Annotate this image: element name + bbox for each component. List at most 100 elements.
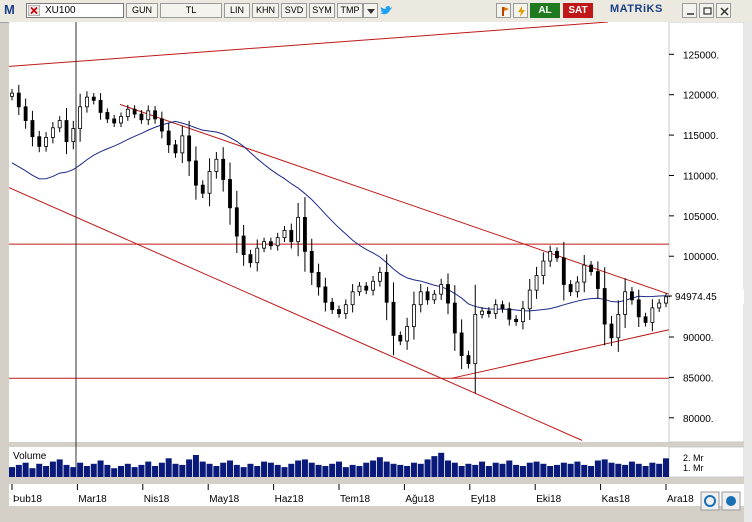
volume-bar (588, 466, 595, 477)
volume-bar (104, 464, 111, 477)
volume-bar (172, 463, 179, 477)
button-sym[interactable]: SYM (309, 3, 335, 18)
candle-body (146, 110, 151, 121)
volume-bar (567, 463, 574, 477)
trendlines (9, 22, 670, 441)
button-svd[interactable]: SVD (281, 3, 307, 18)
flag-icon[interactable] (496, 3, 511, 18)
right-scrollbar[interactable] (744, 22, 752, 522)
restore-icon[interactable] (699, 3, 714, 18)
volume-bar (111, 468, 118, 477)
volume-bar (49, 461, 56, 477)
y-tick-label: 110000. (683, 171, 718, 182)
price-panel (9, 22, 669, 442)
info-icon[interactable] (721, 491, 741, 511)
period-button-gun[interactable]: GUN (126, 3, 158, 18)
candle-body (330, 301, 335, 310)
button-khn[interactable]: KHN (252, 3, 279, 18)
candle-body (337, 309, 341, 314)
candle-body (561, 257, 566, 285)
volume-bar (77, 462, 84, 477)
candle-body (595, 271, 600, 289)
volume-bar (356, 466, 363, 477)
candle-body (541, 260, 546, 277)
last-price-label: 94974.45 (675, 292, 717, 303)
candle-body (446, 284, 450, 304)
candle-body (166, 130, 171, 146)
window-close-icon[interactable] (716, 3, 731, 18)
candle-body (200, 184, 205, 194)
volume-bar (628, 461, 635, 477)
volume-bar (315, 464, 322, 477)
close-icon[interactable] (28, 5, 40, 16)
volume-bar (63, 464, 70, 477)
volume-bar (15, 464, 22, 477)
candle-body (521, 308, 525, 323)
candle-body (316, 271, 321, 288)
candle-body (548, 250, 553, 262)
volume-bar (267, 462, 274, 477)
volume-bar (22, 462, 29, 477)
x-tick-label: Þub18 (13, 494, 42, 505)
volume-bar (281, 467, 288, 477)
volume-tick-2: 2. Mr (683, 453, 704, 463)
minimize-icon[interactable] (682, 3, 697, 18)
price-chart[interactable]: 125000. 120000. 115000. 110000. 105000. 10000… (9, 22, 752, 522)
candle-body (125, 108, 130, 117)
volume-bar (138, 464, 145, 477)
volume-bar (404, 466, 411, 477)
moving-average-line (11, 120, 667, 312)
lightning-icon[interactable] (513, 3, 528, 18)
candle-body (57, 120, 62, 129)
chart-toolbar: M XU100 GUN TL LIN KHN SVD SYM TMP AL SA… (0, 0, 752, 23)
last-price-box (670, 289, 744, 304)
candle-body (357, 285, 362, 293)
candle-body (119, 116, 123, 124)
twitter-icon[interactable] (379, 4, 393, 17)
volume-bar (97, 460, 104, 477)
candle-body (630, 291, 634, 301)
y-tick-label: 120000. (683, 91, 719, 102)
volume-bar (438, 452, 445, 477)
button-tmp[interactable]: TMP (337, 3, 363, 18)
candle-body (650, 307, 655, 323)
candle-body (534, 275, 539, 291)
candle-body (657, 302, 662, 309)
candles (10, 84, 668, 394)
candle-body (187, 135, 192, 162)
candle-body (98, 99, 103, 113)
app-logo: M (4, 2, 15, 17)
symbol-input[interactable]: XU100 (26, 3, 124, 18)
candle-body (234, 207, 239, 237)
currency-button-tl[interactable]: TL (160, 3, 222, 18)
volume-bar (288, 463, 295, 477)
candle-body (173, 144, 178, 154)
candle-body (391, 301, 396, 336)
volume-bar (547, 466, 554, 477)
volume-bar (560, 462, 567, 477)
trendline (119, 103, 670, 295)
volume-bar (9, 467, 15, 477)
candle-body (582, 264, 587, 283)
candle-body (323, 286, 328, 303)
x-tick-label: Ağu18 (405, 494, 434, 505)
volume-label: Volume (13, 451, 47, 462)
candle-body (10, 92, 14, 97)
y-tick-label: 100000. (683, 252, 719, 263)
candle-body (289, 229, 294, 243)
candle-body (112, 118, 117, 124)
x-tick-label: May18 (209, 494, 239, 505)
time-axis (9, 484, 744, 506)
settings-icon[interactable] (700, 491, 720, 511)
sell-button[interactable]: SAT (563, 3, 593, 18)
volume-bar (526, 462, 533, 477)
dropdown-icon[interactable] (363, 3, 378, 18)
buy-button[interactable]: AL (530, 3, 560, 18)
candle-body (589, 264, 593, 272)
y-tick-label: 125000. (683, 50, 719, 61)
y-tick-label: 85000. (683, 373, 714, 384)
scale-button-lin[interactable]: LIN (224, 3, 250, 18)
volume-bar (581, 464, 588, 477)
volume-bar (615, 463, 622, 477)
price-axis (668, 22, 745, 443)
